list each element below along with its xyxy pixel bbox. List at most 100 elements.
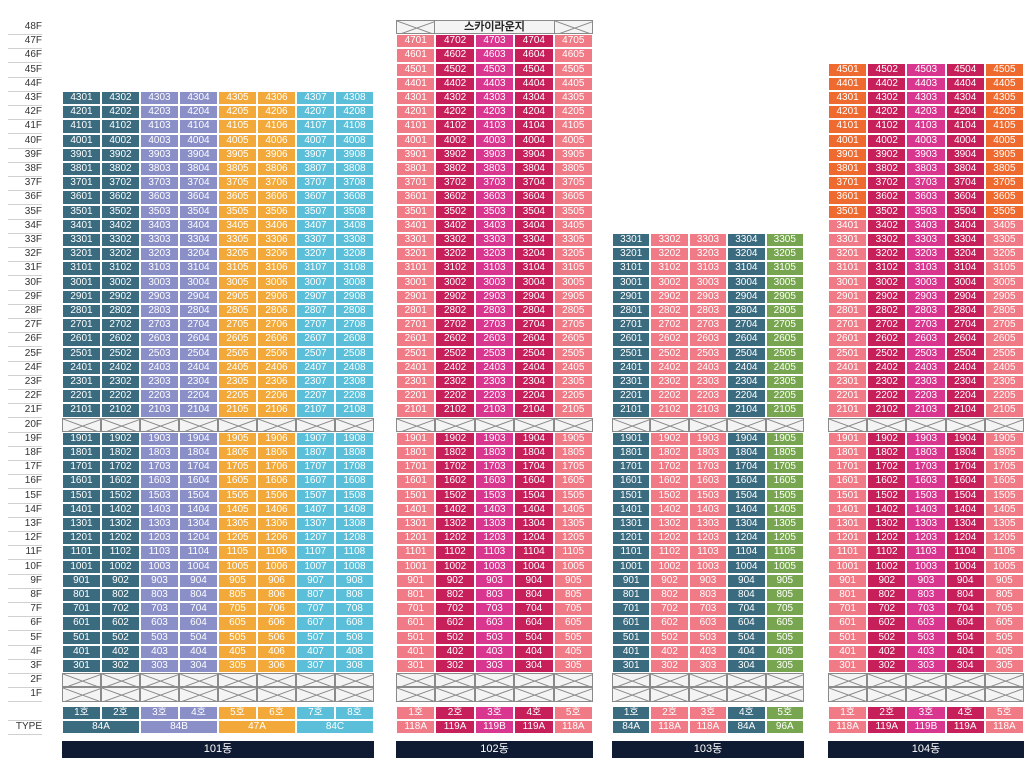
- unit-cell: 2603: [140, 332, 179, 347]
- unit-cell: 2204: [727, 389, 766, 404]
- unit-cell: 3501: [62, 204, 101, 219]
- unit-cell: 902: [867, 573, 907, 588]
- unit-cell: 4102: [867, 119, 907, 134]
- unit-cell: 1003: [688, 559, 728, 574]
- unit-cell: 3701: [396, 176, 436, 191]
- unit-cell: 3508: [335, 204, 374, 219]
- unit-cell: 1902: [101, 431, 140, 446]
- unit-cell: 2404: [727, 360, 766, 375]
- unit-cell: 1101: [612, 545, 651, 560]
- unit-cell: 4503: [474, 62, 515, 77]
- unit-cell: 1804: [727, 446, 766, 461]
- unit-cell: 2304: [727, 375, 766, 390]
- unit-cell: 2205: [765, 389, 804, 404]
- unit-cell: 1402: [435, 502, 475, 517]
- unit-cell: 4401: [396, 76, 436, 91]
- unit-cell: 3202: [650, 247, 689, 262]
- line-label: 3호: [474, 705, 515, 720]
- unit-cell: 4003: [906, 133, 946, 148]
- unit-cell: 304: [514, 659, 554, 674]
- blocked-floor-cell: [553, 417, 593, 432]
- unit-cell: 3605: [984, 190, 1024, 205]
- unit-cell: 1204: [727, 531, 766, 546]
- unit-cell: 3201: [828, 247, 868, 262]
- unit-cell: 1605: [553, 474, 593, 489]
- unit-cell: 2105: [984, 403, 1024, 418]
- unit-cell: 3907: [296, 147, 335, 162]
- floor-label: 18F: [8, 446, 42, 461]
- unit-cell: 1604: [514, 474, 554, 489]
- unit-cell: 3004: [727, 275, 766, 290]
- unit-cell: 703: [140, 602, 179, 617]
- unit-cell: 4305: [553, 91, 593, 106]
- unit-cell: 1207: [296, 531, 335, 546]
- unit-cell: 3204: [179, 247, 218, 262]
- unit-cell: 708: [335, 602, 374, 617]
- blocked-floor-cell: [553, 673, 593, 688]
- unit-cell: 1305: [218, 517, 257, 532]
- unit-cell: 301: [828, 659, 868, 674]
- unit-cell: 605: [553, 616, 593, 631]
- unit-cell: 2402: [650, 360, 689, 375]
- unit-cell: 3608: [335, 190, 374, 205]
- unit-cell: 605: [984, 616, 1024, 631]
- unit-cell: 1403: [688, 502, 728, 517]
- unit-cell: 1502: [867, 488, 907, 503]
- unit-cell: 3402: [101, 218, 140, 233]
- unit-cell: 3005: [218, 275, 257, 290]
- unit-cell: 1503: [688, 488, 728, 503]
- unit-cell: 2502: [867, 346, 907, 361]
- unit-cell: 1504: [727, 488, 766, 503]
- unit-cell: 305: [218, 659, 257, 674]
- unit-cell: 2905: [765, 289, 804, 304]
- unit-cell: 2906: [257, 289, 296, 304]
- unit-cell: 4305: [218, 91, 257, 106]
- unit-cell: 2905: [218, 289, 257, 304]
- blocked-floor-cell: [435, 687, 475, 702]
- label-row-divider: [8, 719, 42, 721]
- blocked-floor-cell: [101, 417, 140, 432]
- unit-cell: 2703: [906, 318, 946, 333]
- unit-cell: 2504: [514, 346, 554, 361]
- unit-cell: 4103: [474, 119, 515, 134]
- unit-cell: 2703: [688, 318, 728, 333]
- unit-cell: 2701: [612, 318, 651, 333]
- unit-cell: 3601: [62, 190, 101, 205]
- unit-cell: 2105: [765, 403, 804, 418]
- unit-cell: 1603: [906, 474, 946, 489]
- floor-label: 33F: [8, 233, 42, 248]
- unit-cell: 2101: [62, 403, 101, 418]
- unit-cell: 1103: [140, 545, 179, 560]
- blocked-floor-cell: [396, 417, 436, 432]
- unit-cell: 3202: [867, 247, 907, 262]
- unit-cell: 4203: [474, 105, 515, 120]
- unit-cell: 903: [688, 573, 728, 588]
- type-label: 96A: [765, 719, 804, 734]
- building-name-bar: 104동: [828, 741, 1024, 758]
- floor-label: 29F: [8, 290, 42, 305]
- unit-cell: 4304: [179, 91, 218, 106]
- unit-cell: 2901: [612, 289, 651, 304]
- blocked-floor-cell: [435, 673, 475, 688]
- unit-cell: 2401: [828, 360, 868, 375]
- unit-cell: 3604: [514, 190, 554, 205]
- blocked-floor-cell: [553, 687, 593, 702]
- blocked-floor-cell: [335, 673, 374, 688]
- unit-cell: 4204: [179, 105, 218, 120]
- unit-cell: 1001: [828, 559, 868, 574]
- unit-cell: 3404: [179, 218, 218, 233]
- unit-cell: 1403: [474, 502, 515, 517]
- unit-cell: 502: [101, 630, 140, 645]
- unit-cell: 3001: [612, 275, 651, 290]
- unit-cell: 3605: [553, 190, 593, 205]
- line-label: 3호: [140, 705, 179, 720]
- unit-cell: 4102: [435, 119, 475, 134]
- unit-cell: 2306: [257, 375, 296, 390]
- unit-cell: 3103: [474, 261, 515, 276]
- skylounge-blocked: [396, 20, 436, 35]
- type-label: 119A: [514, 719, 554, 734]
- unit-cell: 1005: [765, 559, 804, 574]
- unit-cell: 1104: [945, 545, 985, 560]
- unit-cell: 2108: [335, 403, 374, 418]
- unit-cell: 901: [396, 573, 436, 588]
